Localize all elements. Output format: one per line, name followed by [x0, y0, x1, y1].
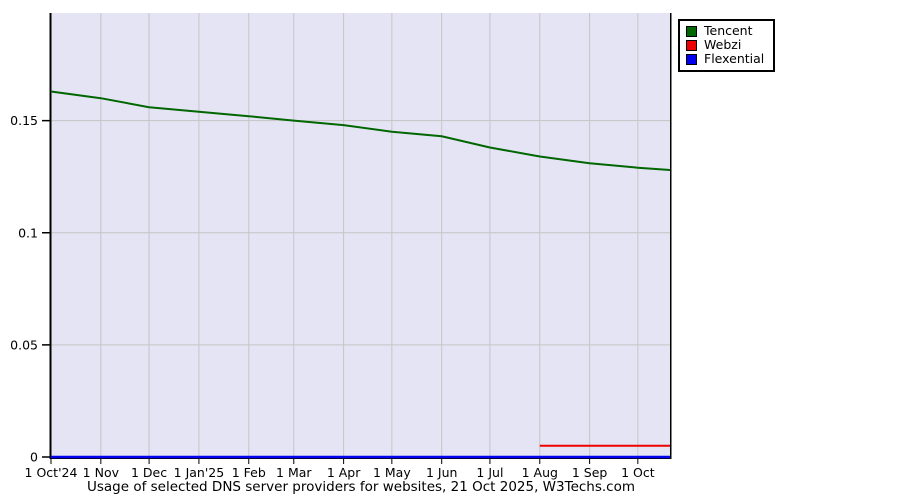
x-tick-label: 1 Jan'25 — [174, 465, 225, 480]
legend-item-webzi: Webzi — [686, 38, 764, 52]
flexential-swatch-icon — [686, 53, 697, 65]
y-tick-label: 0 — [30, 450, 38, 465]
x-tick-label: 1 Apr — [327, 465, 361, 480]
legend: Tencent Webzi Flexential — [678, 19, 776, 72]
x-tick-label: 1 Aug — [522, 465, 558, 480]
x-tick-label: 1 Oct'24 — [25, 465, 78, 480]
y-tick-label: 0.1 — [18, 225, 38, 240]
x-tick-label: 1 Jun — [426, 465, 457, 480]
x-tick-label: 1 Nov — [83, 465, 120, 480]
y-tick-label: 0.05 — [10, 337, 38, 352]
tencent-swatch-icon — [686, 25, 697, 37]
webzi-swatch-icon — [686, 39, 697, 51]
y-tick-label: 0.15 — [10, 113, 38, 128]
legend-item-flexential: Flexential — [686, 52, 764, 66]
x-tick-label: 1 May — [373, 465, 411, 480]
x-tick-label: 1 Jul — [476, 465, 503, 480]
legend-item-tencent: Tencent — [686, 24, 764, 38]
x-tick-label: 1 Feb — [232, 465, 266, 480]
legend-label-webzi: Webzi — [704, 37, 742, 52]
series-line-tencent — [50, 90, 671, 171]
x-tick-label: 1 Mar — [276, 465, 312, 480]
x-tick-label: 1 Sep — [572, 465, 608, 480]
x-tick-label: 1 Dec — [131, 465, 167, 480]
chart-caption: Usage of selected DNS server providers f… — [86, 479, 636, 495]
legend-label-tencent: Tencent — [704, 23, 753, 38]
legend-label-flexential: Flexential — [704, 51, 765, 66]
x-tick-label: 1 Oct — [621, 465, 655, 480]
plot-background — [51, 13, 670, 458]
